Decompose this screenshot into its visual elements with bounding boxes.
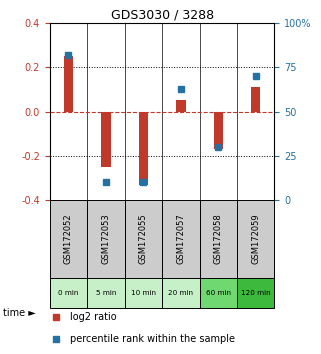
- Bar: [237, 200, 274, 278]
- Bar: [87, 278, 125, 308]
- Bar: [64, 56, 73, 112]
- Bar: [101, 112, 111, 167]
- Bar: [139, 112, 148, 184]
- Bar: [125, 278, 162, 308]
- Bar: [176, 101, 186, 112]
- Text: GSM172055: GSM172055: [139, 213, 148, 264]
- Text: 5 min: 5 min: [96, 290, 116, 296]
- Text: GSM172059: GSM172059: [251, 213, 260, 264]
- Bar: [50, 200, 87, 278]
- Text: percentile rank within the sample: percentile rank within the sample: [70, 333, 235, 344]
- Text: GSM172057: GSM172057: [176, 213, 185, 264]
- Bar: [162, 200, 200, 278]
- Bar: [251, 87, 260, 112]
- Bar: [50, 278, 87, 308]
- Text: 120 min: 120 min: [241, 290, 271, 296]
- Text: 0 min: 0 min: [58, 290, 79, 296]
- Bar: [200, 278, 237, 308]
- Text: time ►: time ►: [3, 308, 36, 318]
- Text: 20 min: 20 min: [168, 290, 193, 296]
- Text: GSM172058: GSM172058: [214, 213, 223, 264]
- Title: GDS3030 / 3288: GDS3030 / 3288: [110, 9, 214, 22]
- Text: GSM172053: GSM172053: [101, 213, 110, 264]
- Bar: [87, 200, 125, 278]
- Text: 60 min: 60 min: [206, 290, 231, 296]
- Text: 10 min: 10 min: [131, 290, 156, 296]
- Bar: [125, 200, 162, 278]
- Bar: [200, 200, 237, 278]
- Bar: [237, 278, 274, 308]
- Text: GSM172052: GSM172052: [64, 213, 73, 264]
- Bar: [162, 278, 200, 308]
- Bar: [213, 112, 223, 149]
- Text: log2 ratio: log2 ratio: [70, 312, 117, 322]
